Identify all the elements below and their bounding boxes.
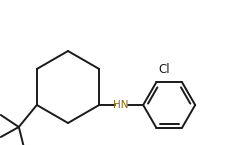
Text: HN: HN: [114, 100, 129, 110]
Text: Cl: Cl: [158, 64, 170, 76]
